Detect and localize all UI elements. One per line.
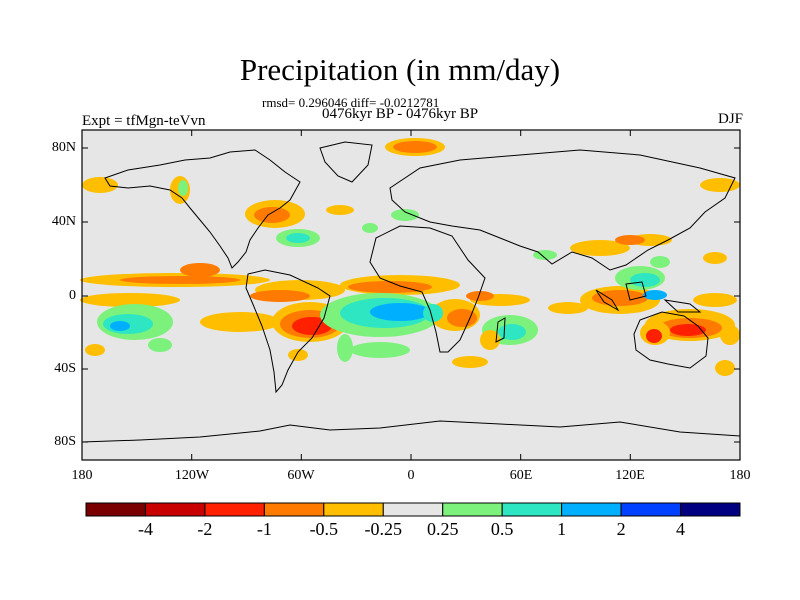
coastline-borneo <box>625 281 647 301</box>
lat-label-40s: 40S <box>54 361 76 376</box>
colorbar-label: 1 <box>557 519 567 539</box>
anomaly-patch <box>646 329 662 343</box>
colorbar <box>85 502 741 517</box>
anomaly-patch <box>250 290 310 302</box>
lat-label-80n: 80N <box>51 140 76 155</box>
anomaly-patch <box>82 177 118 193</box>
colorbar-swatch <box>204 502 265 517</box>
anomaly-patch <box>630 273 660 287</box>
coastline-antarctica <box>81 420 741 443</box>
anomaly-patch <box>110 321 130 331</box>
lat-ticks <box>82 147 740 443</box>
anomaly-patch <box>337 334 353 362</box>
coastline-north-america <box>104 149 301 269</box>
colorbar-swatch <box>323 502 384 517</box>
lon-label-0: 0 <box>407 468 415 483</box>
lon-label-60e: 60E <box>509 468 533 483</box>
coastline-new-guinea <box>663 299 702 313</box>
lon-label-120e: 120E <box>615 468 645 483</box>
anomaly-patch <box>650 256 670 268</box>
anomaly-patch <box>423 304 443 322</box>
anomaly-patch <box>615 235 645 245</box>
coastline-greenland <box>319 141 373 183</box>
coastline-australia <box>633 311 709 369</box>
season-label: DJF <box>717 111 743 127</box>
lon-label-180e: 180 <box>729 468 751 483</box>
colorbar-swatch <box>561 502 622 517</box>
lon-label-180w: 180 <box>71 468 93 483</box>
anomaly-patch <box>370 303 430 321</box>
anomaly-patch <box>350 342 410 358</box>
coastline-sumatra <box>595 289 620 312</box>
experiment-label: Expt = tfMgn-teVvn <box>82 113 206 129</box>
lat-label-80s: 80S <box>54 434 76 449</box>
colorbar-label: -0.25 <box>364 519 403 539</box>
colorbar-swatch <box>85 502 146 517</box>
anomaly-patch <box>720 325 740 345</box>
plot-title: Precipitation (in mm/day) <box>239 52 561 87</box>
anomaly-patch <box>286 233 310 243</box>
colorbar-label: -0.5 <box>309 519 339 539</box>
anomaly-patch <box>178 180 188 196</box>
anomaly-patch <box>498 324 526 340</box>
anomaly-patch <box>548 302 588 314</box>
colorbar-swatch <box>442 502 503 517</box>
colorbar-swatch <box>501 502 563 517</box>
anomaly-patch <box>180 263 220 277</box>
anomaly-patch <box>391 209 419 221</box>
anomaly-patch <box>288 349 308 361</box>
colorbar-swatch <box>144 502 206 517</box>
coastline-madagascar <box>495 317 506 343</box>
coastlines <box>81 141 741 443</box>
anomaly-patch <box>148 338 172 352</box>
anomaly-patch <box>592 290 648 306</box>
anomaly-patch <box>362 223 378 233</box>
anomaly-patch <box>200 312 280 332</box>
anomaly-patch <box>703 252 727 264</box>
anomaly-patch <box>80 293 180 307</box>
anomaly-patch <box>480 330 500 350</box>
colorbar-label: 4 <box>676 519 686 539</box>
anomaly-patch <box>120 276 240 284</box>
coastline-eurasia <box>389 149 736 271</box>
anomaly-patch <box>326 205 354 215</box>
period-text: 0476kyr BP - 0476kyr BP <box>322 106 479 122</box>
anomaly-patch <box>254 207 290 223</box>
lon-label-120w: 120W <box>174 468 210 483</box>
colorbar-swatch <box>263 502 325 517</box>
lat-label-equator: 0 <box>69 288 76 303</box>
anomaly-patch <box>393 141 437 153</box>
anomaly-patch <box>693 293 737 307</box>
lon-label-60w: 60W <box>287 468 315 483</box>
anomaly-patch <box>85 344 105 356</box>
coastline-south-america <box>245 269 331 394</box>
anomaly-patch <box>570 240 630 256</box>
colorbar-label: -4 <box>137 519 153 539</box>
anomaly-patch <box>452 356 488 368</box>
coastline-africa <box>369 225 486 353</box>
precipitation-anomaly-field <box>80 138 740 376</box>
colorbar-label: -1 <box>256 519 272 539</box>
anomaly-patch <box>447 309 477 327</box>
colorbar-label: 2 <box>616 519 626 539</box>
anomaly-patch <box>466 291 494 301</box>
colorbar-label: 0.5 <box>490 519 514 539</box>
colorbar-label: 0.25 <box>426 519 459 539</box>
lon-ticks <box>81 130 741 460</box>
lat-label-40n: 40N <box>51 214 76 229</box>
colorbar-swatch <box>382 502 444 517</box>
stats-text: rmsd= 0.296046 diff= -0.0212781 <box>262 95 440 110</box>
colorbar-swatch <box>680 502 741 517</box>
colorbar-swatch <box>620 502 682 517</box>
anomaly-patch <box>348 281 432 293</box>
colorbar-label: -2 <box>197 519 213 539</box>
anomaly-patch <box>643 290 667 300</box>
anomaly-patch <box>670 324 706 336</box>
anomaly-patch <box>715 360 735 376</box>
